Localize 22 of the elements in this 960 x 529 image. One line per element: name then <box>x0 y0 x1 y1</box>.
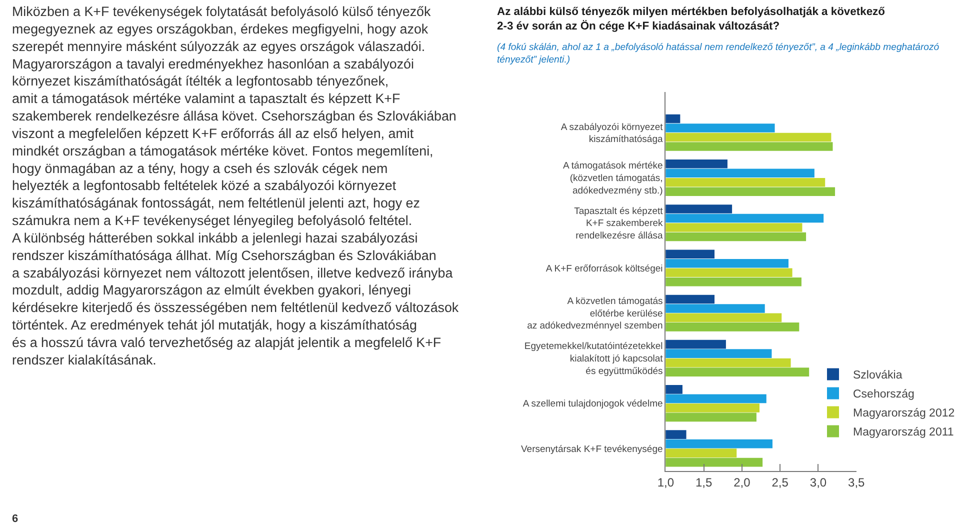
x-tick-label: 2,0 <box>734 475 751 490</box>
y-tick-label: A szabályozói környezet kiszámíthatósága <box>560 122 664 146</box>
x-tick-label: 3,0 <box>810 475 827 490</box>
y-tick-label: Egyetemekkel/kutatóintézetekkel kialakított jó kapcsolat és együttműködés <box>524 341 664 377</box>
legend-label: Szlovákia <box>853 370 903 382</box>
y-tick-label: A támogatások mértéke (közvetlen támogatás, adókedvezmény stb.) <box>562 160 663 196</box>
legend-label: Magyarország 2011 <box>853 426 954 439</box>
y-tick-label: A szellemi tulajdonjogok védelme <box>522 398 663 410</box>
text: 6 <box>12 513 18 525</box>
y-tick-label: Tapasztalt és képzett K+F szakemberek rendelkezésre állása <box>574 206 664 242</box>
x-tick-label: 3,5 <box>848 475 866 490</box>
chart-subtitle: (4 fokú skálán, ahol az 1 a „befolyásoló hatással nem rendelkező tényezőt”, a 4 „leginkább meghatározó tényezőt” jelenti.) <box>497 42 940 66</box>
x-tick-label: 1,0 <box>657 475 674 490</box>
y-tick-label: A K+F erőforrások költségei <box>546 263 663 274</box>
x-tick-label: 2,5 <box>772 475 789 490</box>
legend-label: Csehország <box>853 388 914 401</box>
chart-title: Az alábbi külső tényezők milyen mértékben befolyásolhatják a következő 2-3 év során az Ön cége K+F kiadásainak változását? <box>497 6 886 33</box>
y-tick-label: A közvetlen támogatás előtérbe kerülése az adókedvezménnyel szemben <box>527 296 664 332</box>
x-tick-label: 1,5 <box>695 475 712 490</box>
y-tick-label: Versenytársak K+F tevékenysége <box>520 444 663 455</box>
legend-label: Magyarország 2012 <box>853 408 955 420</box>
text: Miközben a K+F tevékenységek folytatását befolyásoló külső tényezők megegyeznek az egyes országokban, érdekes megfigyelni, hogy azok szerepét mennyire másként súlyozzák az egyes országok válaszadói. Magyarországon a tavalyi eredményekhez hasonlóan a szabályozói környezet kiszámíthatóságát ítélték a legfontosabb tényezőnek, amit a támogatások mértéke valamint a tapasztalt és képzett K+F szakemberek rendelkezésre állása követ. Csehországban és Szlovákiában viszont a megfelelően képzett K+F erőforrás áll az első helyen, amit mindkét országban a támogatások mértéke követ. Fontos megemlíteni, hogy önmagában az a tény, hogy a cseh és szlovák cégek nem helyezték a legfontosabb feltételek közé a szabályozói környezet kiszámíthatóságának fontosságát, nem feltétlenül jelenti azt, hogy ez számukra nem a K+F tevékenységet lényegileg befolyásoló feltétel. A különbség hátterében sokkal inkább a jelenlegi hazai szabályozási rendszer kiszámíthatósága állhat. Míg Csehországban és Szlovákiában a szabályozási környezet nem változott jelentősen, illetve kedvező irányba mozdult, addig Magyarországon az elmúlt években gyakori, lényegi kérdésekre kiterjedő és összességében nem feltétlenül kedvező változások történtek. Az eredmények tehát jól mutatják, hogy a kiszámíthatóság és a hosszú távra való tervezhetőség az alapját jelentik a megfelelő K+F rendszer kialakításának. <box>12 4 459 368</box>
